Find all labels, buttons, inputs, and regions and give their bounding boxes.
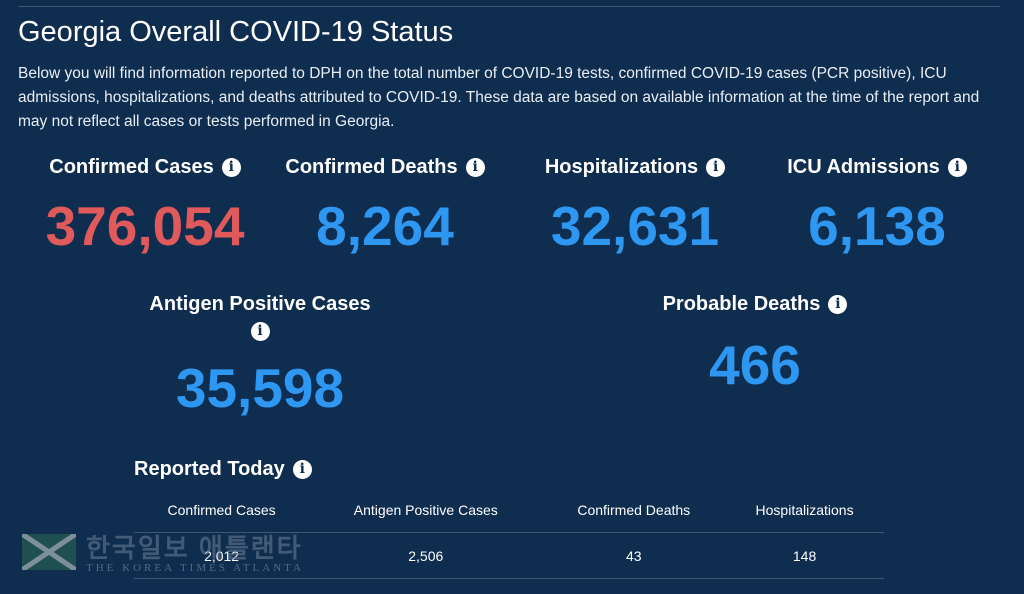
- table-header-row: Confirmed Cases Antigen Positive Cases C…: [134, 496, 884, 533]
- watermark: 한국일보 애틀랜타 THE KOREA TIMES ATLANTA: [22, 534, 304, 574]
- table-row: 2,012 2,506 43 148: [134, 532, 884, 579]
- info-icon[interactable]: i: [465, 158, 485, 177]
- stat-value: 376,054: [45, 195, 245, 257]
- stat-label: Antigen Positive Cases: [149, 293, 371, 315]
- stat-hospitalizations: Hospitalizations i 32,631: [520, 156, 750, 254]
- watermark-korean: 한국일보 애틀랜타: [86, 533, 303, 563]
- table-cell: 148: [725, 532, 884, 579]
- reported-today-table: Confirmed Cases Antigen Positive Cases C…: [134, 496, 884, 579]
- info-icon[interactable]: i: [706, 158, 726, 177]
- stat-value: 6,138: [808, 195, 946, 257]
- stat-confirmed-cases: Confirmed Cases i 376,054: [30, 156, 260, 254]
- top-divider: [18, 6, 1000, 7]
- column-header: Confirmed Deaths: [542, 496, 726, 533]
- stat-value: 32,631: [550, 195, 720, 257]
- stat-value: 466: [709, 334, 801, 396]
- stat-confirmed-deaths: Confirmed Deaths i 8,264: [270, 156, 500, 254]
- watermark-logo: [22, 534, 76, 570]
- stat-label: ICU Admissions: [787, 156, 940, 178]
- table-cell: 2,506: [309, 532, 543, 579]
- info-icon[interactable]: i: [828, 295, 848, 314]
- stat-label: Hospitalizations: [544, 156, 699, 178]
- info-icon[interactable]: i: [250, 322, 270, 341]
- stat-icu-admissions: ICU Admissions i 6,138: [762, 156, 992, 254]
- stat-label: Confirmed Cases: [49, 156, 214, 178]
- table-cell: 2,012: [134, 532, 310, 579]
- info-icon[interactable]: i: [221, 158, 241, 177]
- stat-antigen-positive-cases: Antigen Positive Cases i 35,598: [130, 293, 390, 416]
- column-header: Confirmed Cases: [134, 496, 310, 533]
- table-cell: 43: [542, 532, 726, 579]
- info-icon[interactable]: i: [292, 460, 312, 479]
- stat-value: 8,264: [316, 195, 454, 257]
- stat-label: Probable Deaths: [662, 293, 821, 315]
- reported-today-heading: Reported Today i: [134, 458, 312, 481]
- column-header: Hospitalizations: [725, 496, 884, 533]
- stat-value: 35,598: [175, 357, 345, 419]
- stat-probable-deaths: Probable Deaths i 466: [620, 293, 890, 393]
- page-description: Below you will find information reported…: [18, 65, 980, 130]
- reported-today-title: Reported Today: [134, 458, 285, 480]
- stat-label: Confirmed Deaths: [285, 156, 458, 178]
- column-header: Antigen Positive Cases: [309, 496, 543, 533]
- info-icon[interactable]: i: [947, 158, 967, 177]
- page-title: Georgia Overall COVID-19 Status: [18, 16, 454, 48]
- watermark-english: THE KOREA TIMES ATLANTA: [86, 562, 304, 574]
